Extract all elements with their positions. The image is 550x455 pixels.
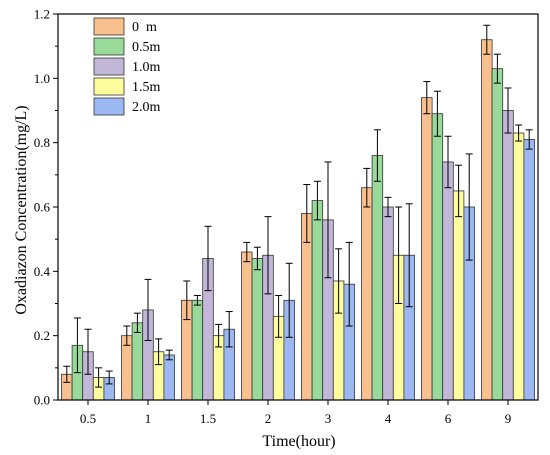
bar — [421, 97, 433, 401]
bar — [523, 139, 535, 401]
bar — [371, 155, 384, 401]
legend-swatch — [93, 37, 125, 56]
y-tick-label: 0.2 — [34, 328, 50, 343]
legend-swatch — [93, 97, 125, 116]
bar — [491, 68, 504, 401]
legend-label: 0 m — [132, 20, 157, 35]
x-axis-title: Time(hour) — [262, 433, 335, 450]
x-tick-label: 4 — [385, 411, 392, 426]
bar — [442, 161, 454, 401]
x-tick-label: 9 — [505, 411, 512, 426]
legend-swatch — [93, 77, 125, 96]
bar — [311, 200, 324, 401]
y-tick-label: 0.6 — [34, 200, 51, 215]
x-tick-label: 2 — [265, 411, 272, 426]
bar — [131, 322, 144, 401]
x-tick-label: 0.5 — [80, 411, 96, 426]
y-tick-label: 0.4 — [34, 264, 51, 279]
bar — [163, 354, 175, 401]
y-tick-label: 1.2 — [34, 7, 50, 22]
y-tick-label: 0.0 — [34, 393, 50, 408]
x-tick-label: 3 — [325, 411, 332, 426]
x-tick-label: 1.5 — [200, 411, 216, 426]
legend-swatch — [93, 17, 125, 36]
y-tick-label: 1.0 — [34, 71, 50, 86]
bars-layer — [61, 24, 535, 401]
legend-label: 0.5m — [132, 40, 161, 55]
axes-layer: 0.5 1 1.5 2 3 4 6 9 0.0 0.2 0.4 0.6 0.8 1.0 1.2 — [34, 7, 539, 426]
bar — [382, 206, 394, 401]
bar — [481, 39, 493, 401]
bar — [191, 299, 204, 401]
legend-label: 1.0m — [132, 60, 161, 75]
x-tick-label: 1 — [145, 411, 152, 426]
x-tick-label: 6 — [445, 411, 452, 426]
y-tick-label: 0.8 — [34, 135, 50, 150]
legend-swatch — [93, 57, 125, 76]
bar — [361, 187, 373, 401]
bar — [431, 113, 444, 401]
bar — [512, 132, 525, 401]
bar — [241, 251, 253, 401]
bar — [502, 110, 514, 401]
legend-label: 2.0m — [132, 100, 161, 115]
legend-label: 1.5m — [132, 80, 161, 95]
bar — [251, 258, 264, 401]
legend: 0 m 0.5m 1.0m 1.5m 2.0m — [93, 17, 161, 116]
bar — [452, 190, 465, 401]
y-axis-title: Oxadiazon Concentration(mg/L) — [13, 105, 30, 314]
